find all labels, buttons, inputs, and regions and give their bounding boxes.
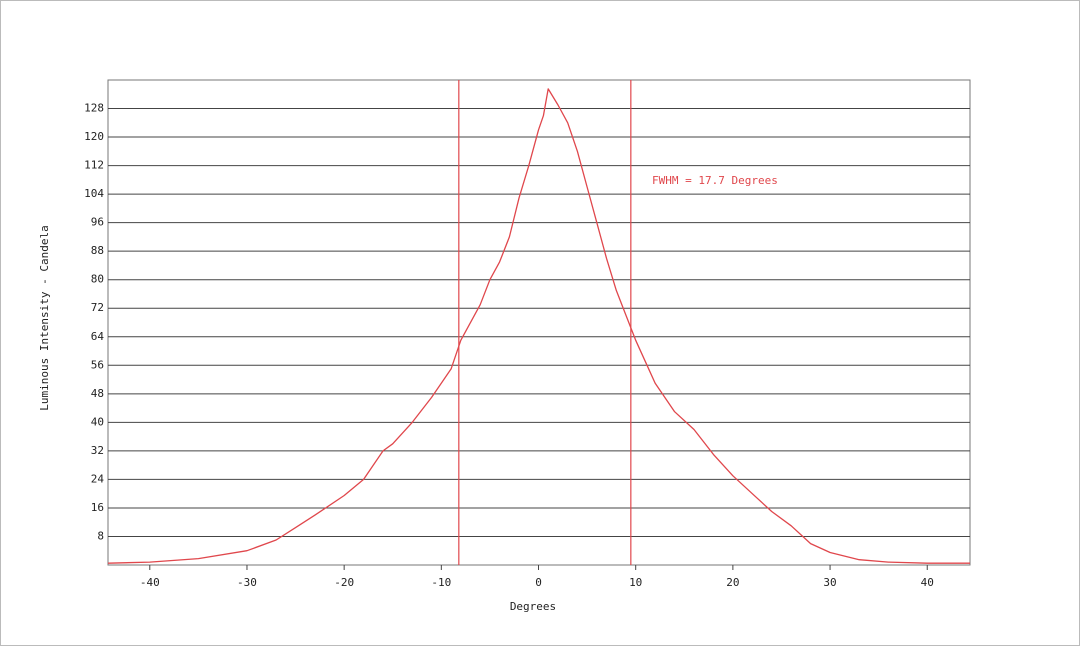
y-tick-label: 8 bbox=[97, 529, 104, 542]
x-tick-label: -10 bbox=[431, 576, 451, 589]
y-tick-label: 112 bbox=[84, 159, 104, 172]
y-tick-label: 120 bbox=[84, 130, 104, 143]
y-tick-label: 24 bbox=[91, 472, 105, 485]
plot-area bbox=[107, 79, 971, 566]
y-tick-label: 104 bbox=[84, 187, 104, 200]
y-tick-label: 88 bbox=[91, 244, 104, 257]
x-tick-label: 10 bbox=[629, 576, 642, 589]
y-tick-label: 64 bbox=[91, 330, 105, 343]
y-axis-label: Luminous Intensity - Candela bbox=[38, 225, 51, 410]
x-tick-label: 40 bbox=[921, 576, 934, 589]
y-tick-label: 16 bbox=[91, 501, 104, 514]
x-tick-label: 30 bbox=[823, 576, 836, 589]
y-tick-label: 32 bbox=[91, 444, 104, 457]
x-tick-label: -40 bbox=[140, 576, 160, 589]
x-tick-label: 0 bbox=[535, 576, 542, 589]
y-tick-label: 56 bbox=[91, 358, 104, 371]
y-tick-label: 72 bbox=[91, 301, 104, 314]
y-tick-label: 80 bbox=[91, 273, 104, 286]
x-tick-label: -20 bbox=[334, 576, 354, 589]
x-axis-label: Degrees bbox=[510, 600, 556, 613]
y-tick-label: 40 bbox=[91, 415, 104, 428]
x-tick-label: 20 bbox=[726, 576, 739, 589]
annotation: FWHM = 17.7 Degrees bbox=[652, 174, 778, 187]
y-tick-label: 48 bbox=[91, 387, 104, 400]
y-tick-label: 128 bbox=[84, 102, 104, 115]
x-tick-label: -30 bbox=[237, 576, 257, 589]
y-tick-label: 96 bbox=[91, 216, 104, 229]
intensity-curve bbox=[107, 88, 970, 564]
